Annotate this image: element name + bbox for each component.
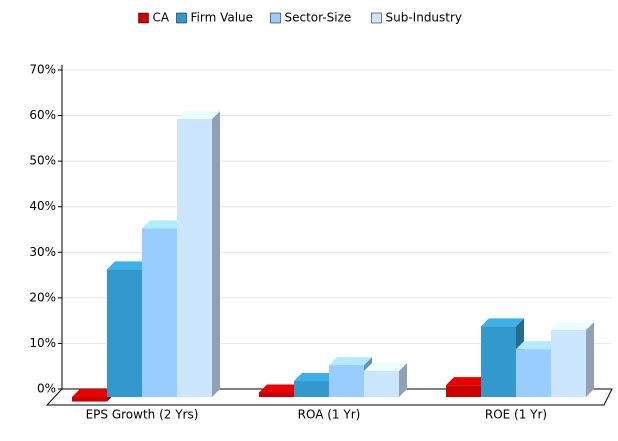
bar-front xyxy=(364,371,399,397)
y-tick-label: 70% xyxy=(29,63,56,77)
bar-top xyxy=(329,357,372,366)
y-tick-label: 0% xyxy=(37,382,56,396)
y-tick-label: 60% xyxy=(29,108,56,122)
bar-front xyxy=(446,385,481,397)
bar-side xyxy=(212,111,220,397)
legend-swatch xyxy=(138,12,149,24)
y-tick-label: 30% xyxy=(29,245,56,259)
x-tick-label: ROE (1 Yr) xyxy=(485,408,547,422)
floor xyxy=(45,388,613,406)
y-tick-label: 20% xyxy=(29,290,56,304)
legend-swatch xyxy=(270,12,281,24)
bar xyxy=(177,111,220,397)
y-tick-label: 50% xyxy=(29,154,56,168)
bar xyxy=(364,363,407,397)
bar-top xyxy=(294,373,337,382)
bar-top xyxy=(107,261,150,270)
bar xyxy=(329,357,372,397)
bar-top xyxy=(259,384,302,393)
x-tick-label: ROA (1 Yr) xyxy=(298,408,361,422)
bar xyxy=(551,322,594,397)
bar-top xyxy=(177,111,220,120)
bar-top xyxy=(551,322,594,331)
bar-front xyxy=(329,365,364,397)
bar-front xyxy=(177,119,212,397)
bar-front xyxy=(107,269,142,397)
legend-label: CA xyxy=(153,11,170,25)
bar-front xyxy=(259,392,294,397)
bar-front xyxy=(516,349,551,397)
legend-label: Sub-Industry xyxy=(386,11,463,25)
bar-front xyxy=(294,381,329,397)
bar-front xyxy=(72,397,107,402)
x-tick-label: EPS Growth (2 Yrs) xyxy=(86,408,199,422)
bar-top xyxy=(481,318,524,327)
bar-top xyxy=(446,377,489,386)
bar-side xyxy=(399,363,407,397)
bar-front xyxy=(481,326,516,397)
bar-top xyxy=(142,220,185,229)
bar-top xyxy=(72,389,115,397)
legend-swatch xyxy=(176,12,187,24)
bar-front xyxy=(551,330,586,397)
bar-side xyxy=(586,322,594,397)
legend-label: Firm Value xyxy=(191,11,254,25)
bar-top xyxy=(516,341,559,350)
y-tick-label: 40% xyxy=(29,199,56,213)
bar-top xyxy=(364,363,407,372)
y-tick-label: 10% xyxy=(29,336,56,350)
bar-front xyxy=(142,228,177,397)
legend-label: Sector-Size xyxy=(285,11,352,25)
legend-swatch xyxy=(371,12,382,24)
